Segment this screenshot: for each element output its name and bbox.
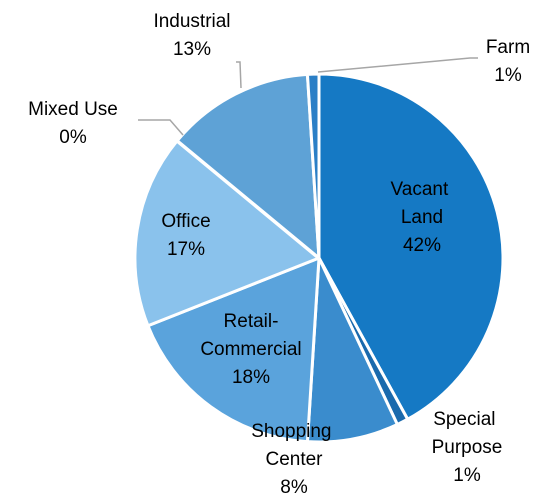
value-label: 17% xyxy=(167,239,205,260)
category-label-line: Office xyxy=(161,211,210,232)
category-label-line: Purpose xyxy=(432,437,503,458)
leader-line xyxy=(236,61,242,89)
category-label-line: Farm xyxy=(486,37,530,58)
category-label: Industrial xyxy=(153,11,230,32)
value-label: 0% xyxy=(59,127,87,148)
category-label: Farm xyxy=(486,37,530,58)
category-label: Shopping Center xyxy=(251,421,337,470)
pie-slice xyxy=(133,139,321,328)
pie-slice xyxy=(305,72,321,260)
category-label-line: Land xyxy=(401,207,443,228)
category-label-line: Mixed Use xyxy=(28,99,118,120)
value-label: 13% xyxy=(173,39,211,60)
category-label-line: Industrial xyxy=(153,11,230,32)
value-label: 1% xyxy=(453,465,481,486)
category-label: Retail- Commercial xyxy=(200,311,301,360)
value-label: 8% xyxy=(280,477,308,496)
pie-slice xyxy=(305,256,399,444)
category-label: Office xyxy=(161,211,210,232)
category-label-line: Special xyxy=(433,409,501,430)
category-label-line: Shopping xyxy=(251,421,337,442)
leader-line xyxy=(317,57,478,73)
value-label: 42% xyxy=(403,235,441,256)
category-label-line: Center xyxy=(265,449,323,470)
pie-slice xyxy=(317,72,505,421)
category-label: Vacant Land xyxy=(390,179,453,228)
value-label: 1% xyxy=(494,65,522,86)
value-label: 18% xyxy=(232,367,270,388)
category-label-line: Vacant xyxy=(390,179,453,200)
category-label-line: Retail- xyxy=(224,311,279,332)
pie-slice xyxy=(175,72,321,260)
category-label: Mixed Use xyxy=(28,99,118,120)
leader-line xyxy=(138,119,184,136)
category-label: Special Purpose xyxy=(432,409,503,458)
pie-slice xyxy=(146,256,321,444)
category-label-line: Commercial xyxy=(200,339,301,360)
